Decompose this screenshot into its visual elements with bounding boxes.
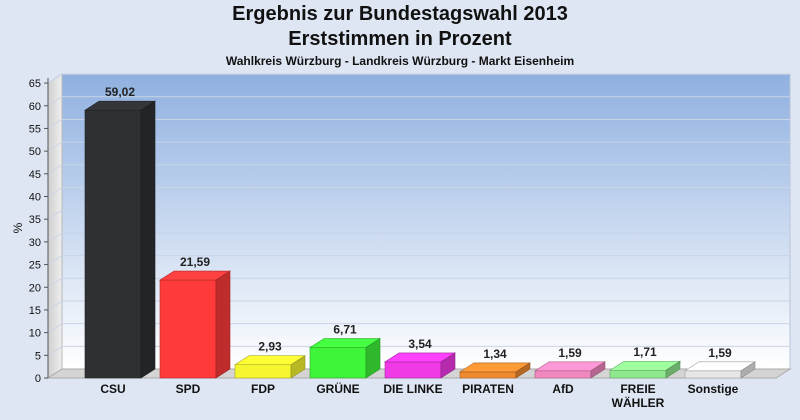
gridlines: [47, 73, 790, 356]
bar: [533, 361, 607, 379]
chart-subtitle: Erststimmen in Prozent: [288, 28, 512, 50]
bar-side: [215, 270, 231, 379]
bar-side: [140, 100, 156, 379]
bar-value-label: 1,71: [633, 345, 657, 359]
bar-value-label: 2,93: [258, 340, 282, 354]
y-tick-label: 60: [29, 101, 41, 113]
y-tick-label: 50: [29, 146, 41, 158]
y-tick-label: 25: [29, 260, 41, 272]
y-axis: 0 5 10 15 20 25 30 35 40 45 50 55 60 65%: [11, 78, 49, 385]
bar-side: [290, 355, 306, 379]
y-tick-label: 0: [35, 373, 41, 385]
bar-value-label: 3,54: [408, 337, 432, 351]
x-tick-label: WÄHLER: [612, 395, 665, 410]
bar-side: [515, 362, 531, 379]
y-tick-label: 35: [29, 214, 41, 226]
y-tick-label: 10: [29, 328, 41, 340]
bar-front: [309, 347, 367, 379]
bar-side: [365, 338, 381, 379]
bar: [83, 100, 157, 379]
y-tick-label: 30: [29, 237, 41, 249]
bar: [458, 362, 532, 379]
bar-front: [234, 364, 292, 379]
x-tick-label: AfD: [552, 382, 574, 396]
bar-front: [384, 361, 442, 379]
bar: [608, 360, 682, 379]
chart-title: Ergebnis zur Bundestagswahl 2013: [232, 3, 568, 25]
y-axis-label: %: [11, 222, 25, 233]
bars: [83, 100, 757, 379]
bar-side: [740, 361, 756, 379]
bar-side: [590, 361, 606, 379]
bar-front: [459, 371, 517, 379]
gridline-side: [47, 277, 63, 288]
y-tick-label: 40: [29, 192, 41, 204]
bar-front: [159, 279, 217, 379]
bar-value-label: 1,34: [483, 347, 507, 361]
bar: [233, 355, 307, 379]
gridline-side: [47, 300, 63, 311]
bar-side: [440, 352, 456, 379]
y-tick-label: 20: [29, 282, 41, 294]
y-tick-label: 65: [29, 78, 41, 90]
x-tick-label: CSU: [100, 382, 125, 396]
chart-region-label: Wahlkreis Würzburg - Landkreis Würzburg …: [225, 54, 575, 68]
gridline-side: [47, 73, 63, 84]
gridline-side: [47, 141, 63, 152]
x-tick-label: GRÜNE: [316, 381, 359, 396]
bar: [683, 361, 757, 379]
bar: [308, 338, 382, 379]
bar-value-label: 21,59: [180, 255, 210, 269]
bar-side: [665, 360, 681, 379]
bar-front: [84, 109, 142, 379]
y-tick-label: 5: [35, 350, 41, 362]
plot-side-wall: [47, 73, 63, 379]
bar-value-label: 59,02: [105, 85, 135, 99]
x-tick-label: FDP: [251, 382, 275, 396]
gridline-side: [47, 255, 63, 265]
gridline-side: [47, 96, 63, 107]
x-tick-label: Sonstige: [688, 382, 739, 396]
y-tick-label: 45: [29, 169, 41, 181]
x-tick-label: SPD: [176, 382, 201, 396]
bar-front: [609, 369, 667, 379]
bar: [383, 352, 457, 379]
y-tick-label: 15: [29, 305, 41, 317]
y-tick-label: 55: [29, 123, 41, 135]
labels: 59,02 CSU 21,59 SPD 2,93 FDP 6,71 GRÜNE 3,54 DIE …: [100, 85, 738, 410]
gridline-side: [47, 119, 63, 129]
bar-front: [534, 370, 592, 379]
gridline-side: [47, 345, 63, 356]
x-tick-label: DIE LINKE: [383, 382, 442, 396]
bar-value-label: 1,59: [558, 346, 582, 360]
gridline-side: [47, 209, 63, 220]
bar-value-label: 1,59: [708, 346, 732, 360]
bar-front: [684, 370, 742, 379]
x-tick-label: PIRATEN: [462, 382, 514, 396]
gridline-side: [47, 232, 63, 243]
bar-value-label: 6,71: [333, 323, 357, 337]
gridline-side: [47, 323, 63, 334]
gridline-side: [47, 164, 63, 175]
bar: [158, 270, 232, 379]
x-tick-label: FREIE: [620, 382, 655, 396]
gridline-side: [47, 187, 63, 197]
